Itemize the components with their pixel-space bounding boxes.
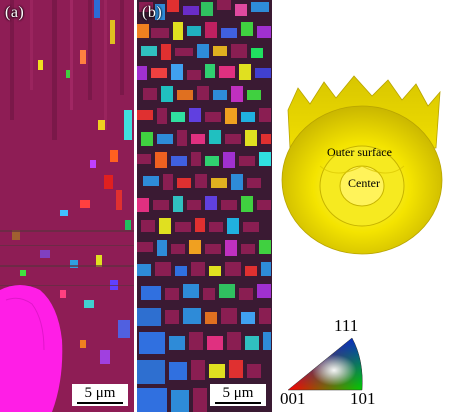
ebsd-map-b-image bbox=[137, 0, 272, 412]
scale-bar-a-label: 5 μm bbox=[84, 385, 116, 401]
ipf-color-key bbox=[287, 337, 363, 391]
scale-bar-a: 5 μm bbox=[72, 384, 128, 406]
scale-bar-b-label: 5 μm bbox=[222, 385, 254, 401]
ebsd-map-panel-b: (b) 5 μm bbox=[137, 0, 272, 412]
center-label: Center bbox=[348, 176, 380, 190]
ipf-label-001: 001 bbox=[280, 389, 306, 408]
scale-bar-b: 5 μm bbox=[210, 384, 266, 406]
outer-surface-label: Outer surface bbox=[327, 145, 392, 159]
scale-bar-a-line bbox=[77, 402, 123, 404]
panel-a-label: (a) bbox=[5, 4, 25, 21]
ebsd-map-a-image bbox=[0, 0, 134, 412]
texture-3d-model bbox=[281, 75, 443, 255]
ebsd-map-panel-a: (a) 5 μm bbox=[0, 0, 134, 412]
ipf-label-111: 111 bbox=[334, 316, 359, 335]
panel-b-label: (b) bbox=[142, 4, 163, 21]
scale-bar-b-line bbox=[215, 402, 261, 404]
ipf-label-101: 101 bbox=[350, 389, 376, 408]
